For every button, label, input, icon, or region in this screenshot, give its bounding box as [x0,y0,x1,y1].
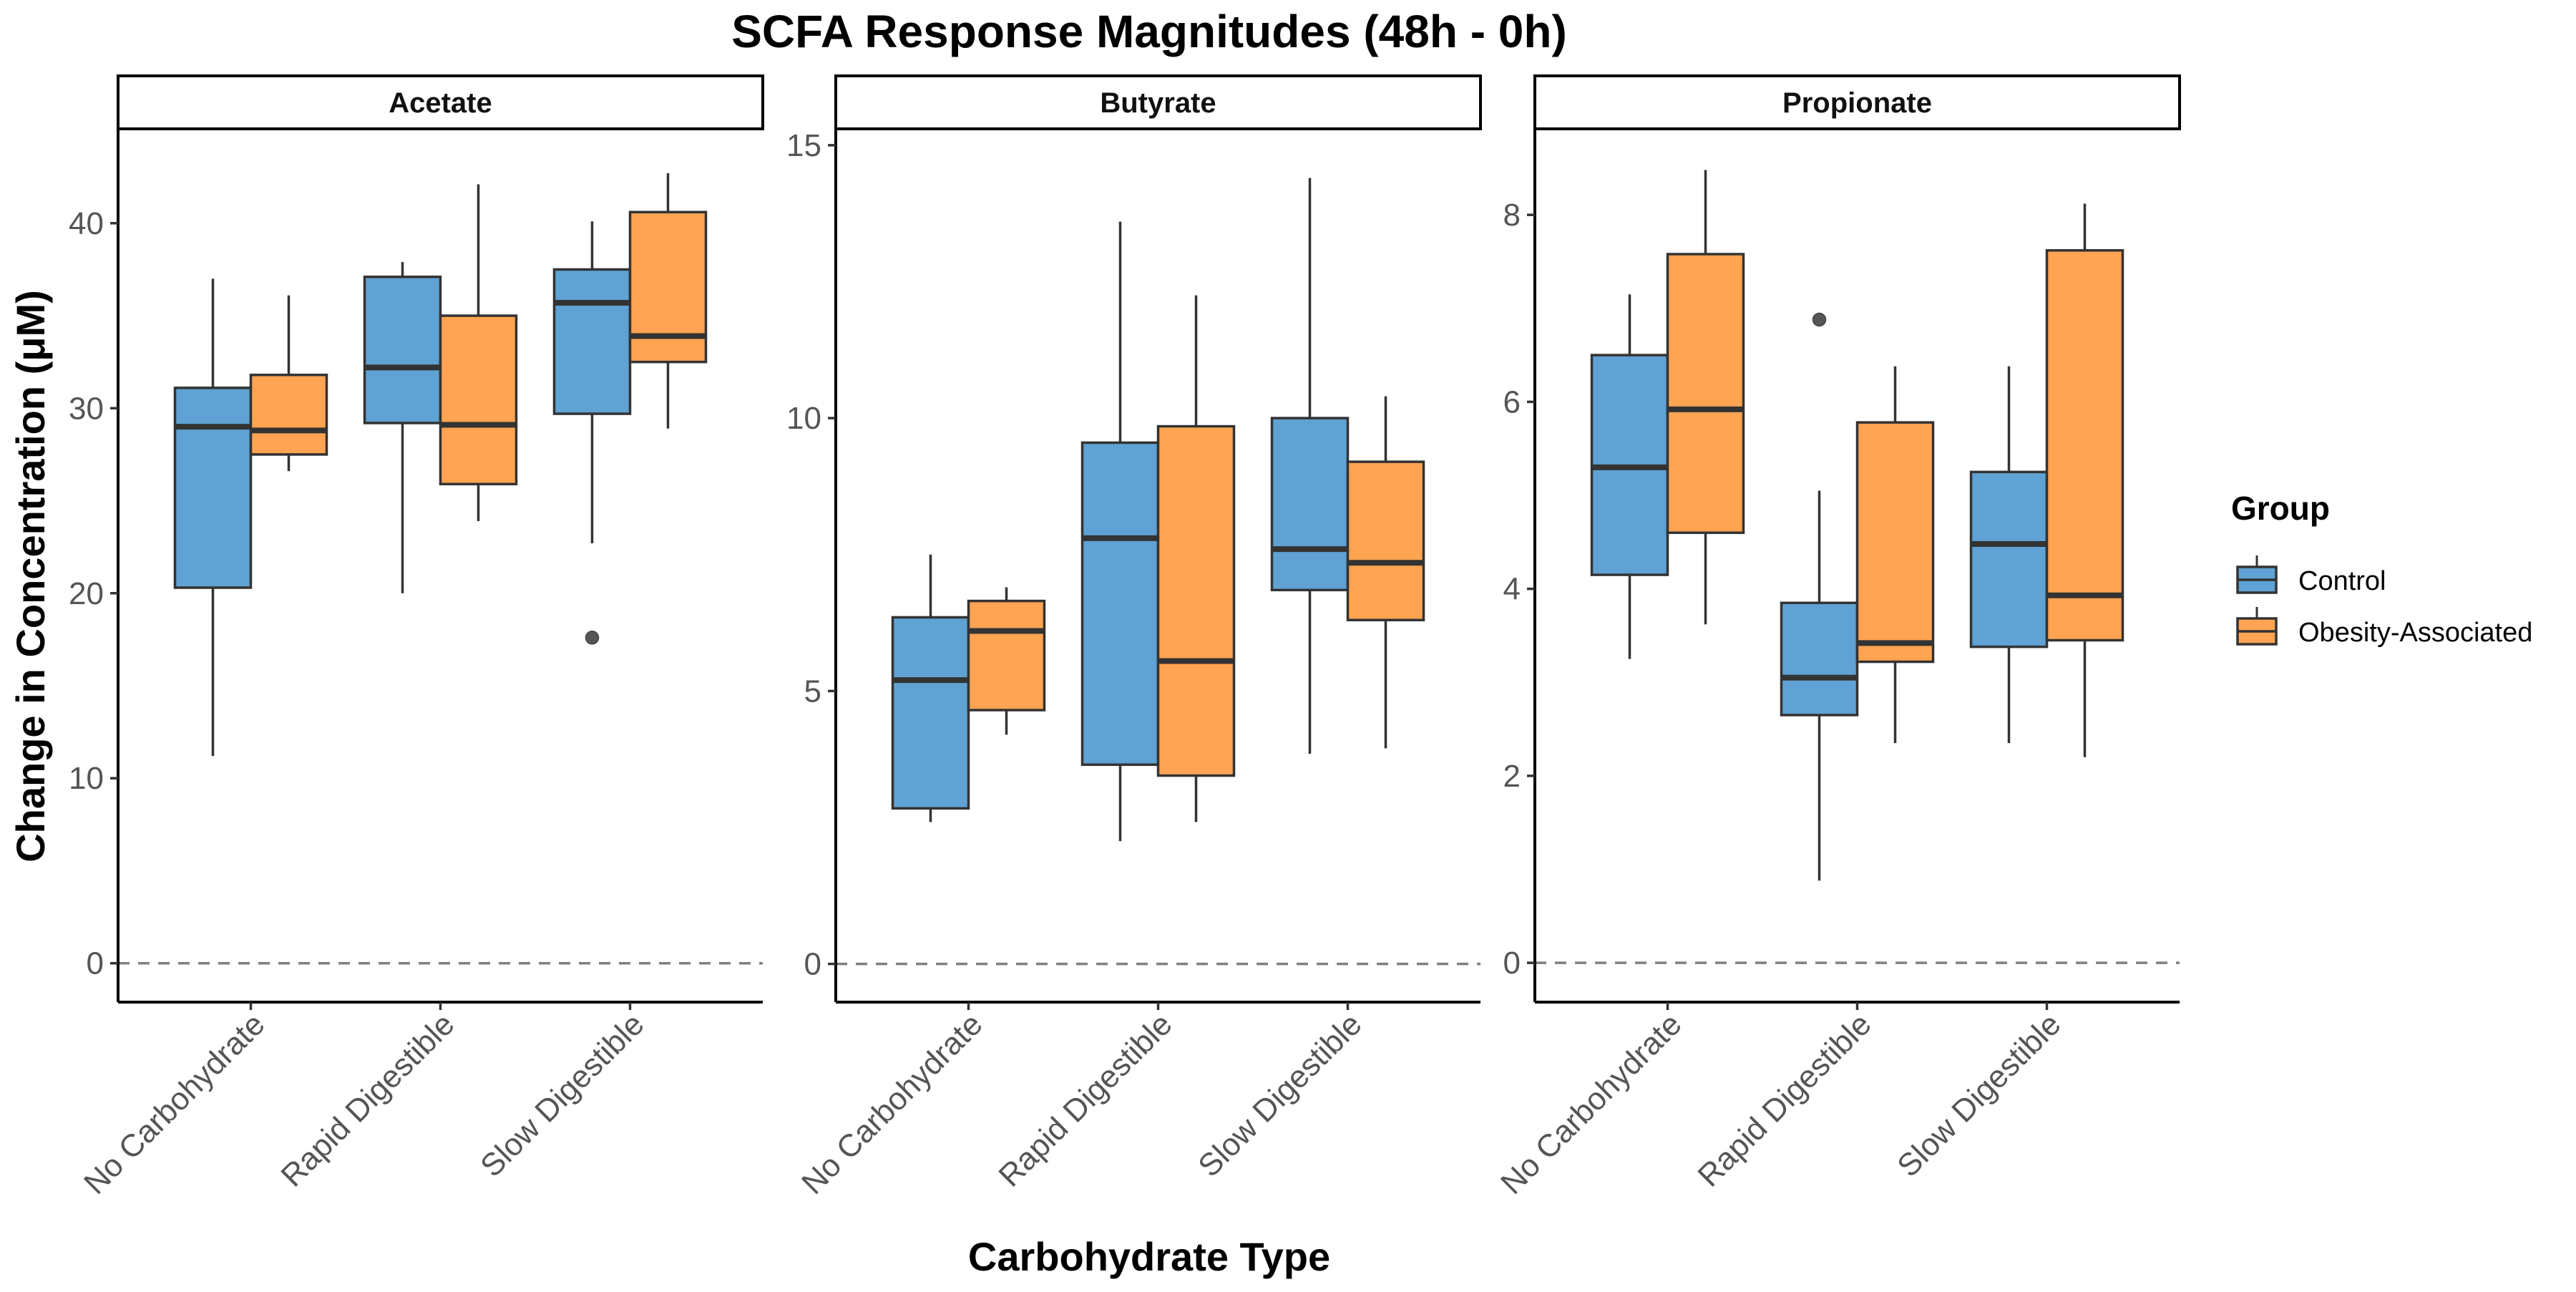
box-body [1270,417,1350,592]
y-tick-label: 0 [804,947,821,982]
box-body [249,374,328,456]
box-body [1855,421,1935,664]
x-tick-label: Slow Digestible [1890,1006,2067,1183]
x-tick-label: Rapid Digestible [992,1006,1179,1193]
y-tick-label: 0 [87,946,104,981]
box-body [1780,601,1859,717]
box-obesity-1 [1156,295,1236,822]
y-axis-title: Change in Concentration (μM) [8,290,53,863]
legend: Group Control Obesity-Associated [2231,490,2532,648]
facet-strip-label: Butyrate [1100,87,1216,119]
box-body [1156,424,1236,777]
y-tick-label: 8 [1503,198,1521,233]
panel-propionate: Propionate 0 2 4 6 8 No Carbohydrate Rapid Dige… [1494,74,2181,1201]
box-obesity-2 [1346,396,1425,749]
x-tick-label: Rapid Digestible [274,1006,461,1193]
y-tick-label: 40 [69,206,104,241]
y-tick-label: 10 [786,401,821,436]
box-body [439,314,518,486]
facet-strip-label: Propionate [1782,87,1932,119]
box-control-0 [891,554,970,822]
y-tick-label: 6 [1503,384,1521,419]
y-tick-label: 4 [1503,572,1521,607]
box-body [173,387,253,589]
y-tick-label: 20 [69,576,104,611]
facet-strip [117,74,764,130]
box-body [1346,460,1425,621]
chart-title: SCFA Response Magnitudes (48h - 0h) [731,6,1567,57]
box-control-2 [1270,178,1350,754]
box-obesity-1 [439,184,518,521]
box-obesity-0 [249,295,328,472]
box-obesity-0 [967,587,1046,735]
box-body [1080,441,1160,767]
box-control-2 [1969,366,2049,744]
box-control-2 [552,221,632,645]
y-tick-label: 15 [786,128,821,163]
box-control-1 [363,262,442,593]
y-tick-label: 5 [804,674,821,709]
box-obesity-1 [1855,366,1935,744]
y-tick-label: 0 [1503,946,1521,981]
box-obesity-2 [2045,203,2124,757]
box-body [891,616,970,810]
facet-strip [1533,74,2181,130]
x-tick-label: Slow Digestible [1191,1006,1368,1183]
x-axis-title: Carbohydrate Type [968,1234,1330,1279]
box-body [967,599,1046,711]
panel-butyrate: Butyrate 0 5 10 15 No Carbohydrate Rapid Diges… [786,74,1482,1201]
y-tick-label: 10 [69,761,104,796]
panel-acetate: Acetate 0 10 20 30 40 No Carbohydrate Rapid Dig… [69,74,764,1201]
legend-label: Control [2298,566,2386,596]
legend-label: Obesity-Associated [2298,618,2532,648]
box-body [2045,249,2124,642]
box-body [363,276,442,424]
facet-strip [834,74,1482,130]
y-tick-label: 2 [1503,759,1521,794]
outlier-point [1812,312,1827,327]
x-tick-label: No Carbohydrate [795,1006,990,1201]
box-control-0 [1590,294,1669,659]
legend-title: Group [2231,490,2330,527]
box-control-1 [1780,312,1859,881]
x-tick-label: Rapid Digestible [1691,1006,1878,1193]
facet-strip-label: Acetate [389,87,492,119]
box-body [552,268,632,415]
box-control-0 [173,278,253,757]
x-tick-label: Slow Digestible [474,1006,650,1183]
legend-item-1: Obesity-Associated [2236,607,2532,648]
box-body [1666,253,1745,535]
box-obesity-2 [628,173,708,429]
x-tick-label: No Carbohydrate [1494,1006,1689,1201]
box-body [628,210,708,364]
outlier-point [585,631,600,645]
x-tick-label: No Carbohydrate [77,1006,272,1201]
y-tick-label: 30 [69,391,104,426]
box-obesity-0 [1666,170,1745,625]
box-body [1969,470,2049,649]
box-control-1 [1080,221,1160,842]
legend-item-0: Control [2236,555,2386,596]
